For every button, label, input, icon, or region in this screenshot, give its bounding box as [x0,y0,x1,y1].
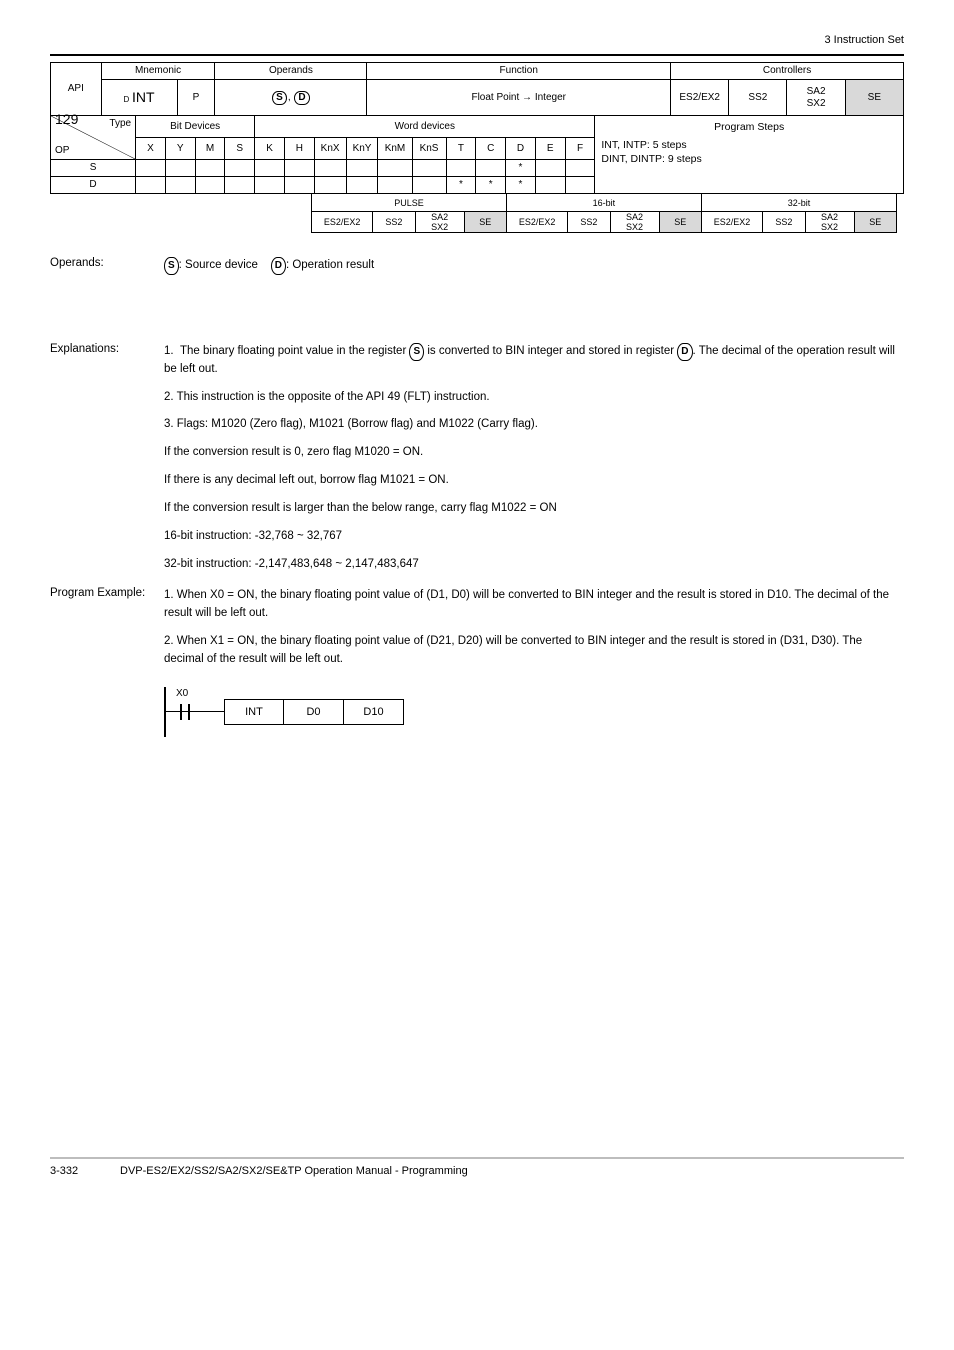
col-KnX: KnX [314,138,346,160]
page: 3 Instruction Set API Mnemonic Operands … [0,0,954,1207]
explanations-content: 1. The binary floating point value in th… [164,343,904,583]
bit-devices-label: Bit Devices [136,116,255,138]
col-KnM: KnM [378,138,412,160]
page-footer: 3-332 DVP-ES2/EX2/SS2/SA2/SX2/SE&TP Oper… [50,1157,904,1177]
row-D-T: * [446,177,476,194]
col-Y: Y [165,138,195,160]
col-D: D [506,138,536,160]
api-number: 129 [55,111,78,127]
mode-32bit: 32-bit [701,194,896,212]
example-content: 1. When X0 = ON, the binary floating poi… [164,587,904,736]
row-D-C: * [476,177,506,194]
mode-pulse: PULSE [312,194,507,212]
example-block: Program Example: 1. When X0 = ON, the bi… [50,587,904,736]
col-F: F [565,138,595,160]
api-label: API [51,63,102,116]
operands-block: Operands: S: Source device D: Operation … [50,257,904,339]
controllers-label: Controllers [671,63,904,80]
ladder-instruction-box: INT D0 D10 [224,699,404,725]
header-rule [50,54,904,56]
operands-heading: Operands: [50,257,150,269]
controller-2: SA2 SX2 [787,80,845,116]
col-S: S [225,138,255,160]
mnemonic-label: Mnemonic [101,63,215,80]
footer-doc-title: DVP-ES2/EX2/SS2/SA2/SX2/SE&TP Operation … [120,1165,468,1177]
mnemonic-d: D INT [101,80,177,116]
row-D-op: D [51,177,136,194]
page-number: 3-332 [50,1165,120,1177]
function-text: Float Point → Integer [367,80,671,116]
col-E: E [535,138,565,160]
program-steps: Program Steps INT, INTP: 5 steps DINT, D… [595,116,904,194]
col-M: M [195,138,225,160]
example-heading: Program Example: [50,587,150,599]
ladder-contact: X0 [180,704,190,720]
explanations-heading: Explanations: [50,343,150,355]
controller-1: SS2 [729,80,787,116]
col-X: X [136,138,166,160]
mode-16bit: 16-bit [506,194,701,212]
col-T: T [446,138,476,160]
instruction-spec-table: API Mnemonic Operands Function Controlle… [50,62,904,116]
chapter-label: 3 Instruction Set [825,34,905,46]
row-S-op: S [51,160,136,177]
col-H: H [284,138,314,160]
device-table: Type OP Bit Devices Word devices Program… [50,115,904,194]
word-devices-label: Word devices [255,116,595,138]
operands-line: S: Source device D: Operation result [164,257,904,275]
col-KnY: KnY [346,138,378,160]
function-label: Function [367,63,671,80]
operands-label: Operands [215,63,367,80]
row-D-D: * [506,177,536,194]
mode-support-strip: PULSE 16-bit 32-bit ES2/EX2 SS2 SA2 SX2 … [311,193,897,233]
explanations-block: Explanations: 1. The binary floating poi… [50,343,904,583]
operands-cell: S, D [215,80,367,116]
mnemonic-p: P [177,80,215,116]
controller-3: SE [845,80,903,116]
ladder-diagram: X0 INT D0 D10 [164,687,904,737]
col-K: K [255,138,285,160]
page-header: 3 Instruction Set [50,34,904,46]
col-KnS: KnS [412,138,446,160]
row-S-D: * [506,160,536,177]
controller-0: ES2/EX2 [671,80,729,116]
col-C: C [476,138,506,160]
